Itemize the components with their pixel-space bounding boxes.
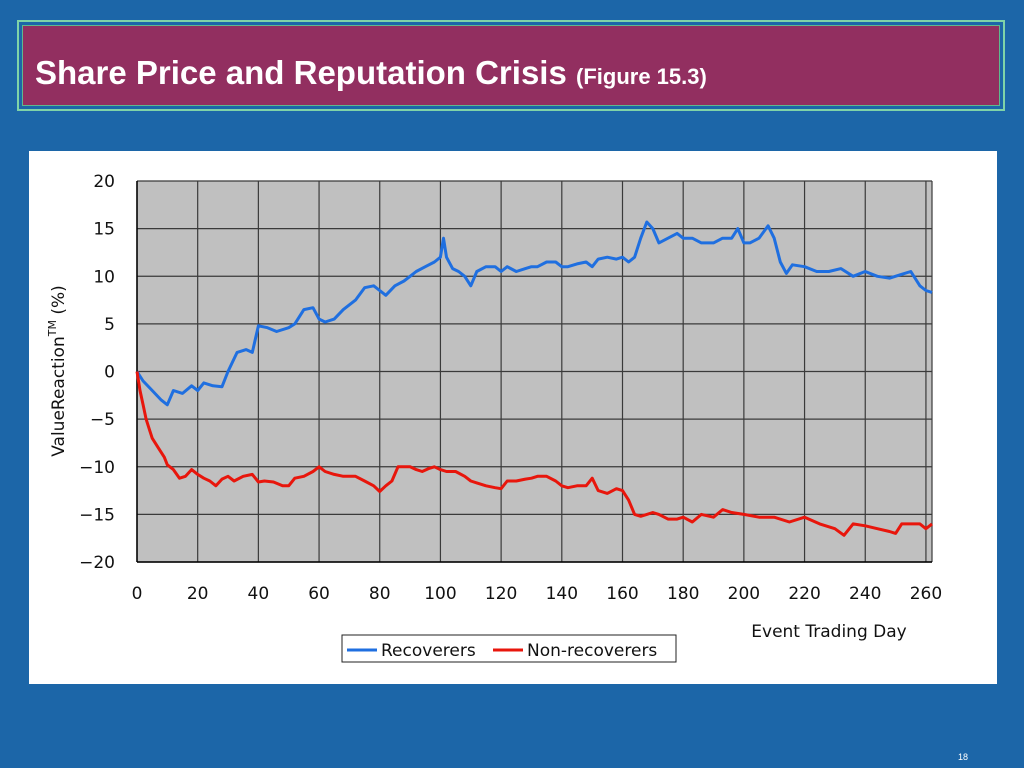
slide-title-figure-ref: (Figure 15.3)	[576, 64, 707, 89]
y-axis-label: ValueReactionTM (%)	[46, 285, 69, 457]
x-tick-label: 40	[248, 584, 270, 604]
y-tick-label: 0	[104, 363, 115, 383]
x-tick-label: 140	[546, 584, 578, 604]
y-tick-label: −15	[79, 505, 115, 525]
series-line-non-recoverers	[135, 371, 933, 537]
x-tick-label: 80	[369, 584, 391, 604]
x-tick-label: 0	[132, 584, 143, 604]
y-tick-label: −10	[79, 458, 115, 478]
slide-title-main: Share Price and Reputation Crisis	[35, 54, 567, 91]
slide-title: Share Price and Reputation Crisis (Figur…	[35, 54, 707, 92]
y-tick-label: −5	[90, 410, 115, 430]
y-tick-label: −20	[79, 553, 115, 573]
x-tick-label: 20	[187, 584, 209, 604]
y-axis-label-text: ValueReaction	[49, 336, 69, 457]
x-tick-label: 260	[910, 584, 942, 604]
title-bar: Share Price and Reputation Crisis (Figur…	[17, 20, 1005, 111]
x-tick-label: 220	[788, 584, 820, 604]
x-tick-label: 160	[606, 584, 638, 604]
y-tick-label: 10	[93, 267, 115, 287]
x-tick-label: 200	[728, 584, 760, 604]
x-tick-label: 100	[424, 584, 456, 604]
x-tick-label: 120	[485, 584, 517, 604]
y-axis-label-unit: (%)	[49, 285, 69, 320]
x-tick-label: 60	[308, 584, 330, 604]
x-axis-label: Event Trading Day	[751, 622, 906, 642]
line-chart: 0 20 40 60 80 100 120 140 160 180 200 220 240 260−20−…	[46, 172, 942, 663]
x-tick-label: 240	[849, 584, 881, 604]
y-tick-label: 15	[93, 220, 115, 240]
y-axis-label-superscript: TM	[46, 320, 59, 337]
legend-label: Non-recoverers	[527, 641, 657, 661]
page-number: 18	[958, 752, 969, 762]
series-line-recoverers	[135, 220, 933, 407]
y-tick-label: 5	[104, 315, 115, 335]
legend-label: Recoverers	[381, 641, 476, 661]
chart-panel: 0 20 40 60 80 100 120 140 160 180 200 220 240 260 −20−…	[29, 151, 997, 684]
x-tick-label: 180	[667, 584, 699, 604]
title-bar-inner: Share Price and Reputation Crisis (Figur…	[22, 25, 1000, 106]
y-tick-label: 20	[93, 172, 115, 192]
